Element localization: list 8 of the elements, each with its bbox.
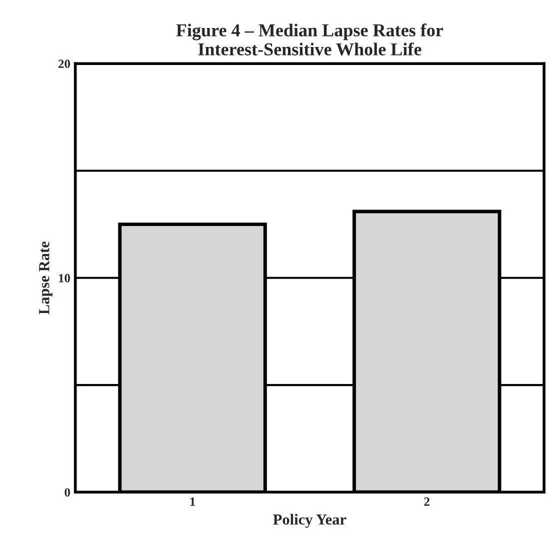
y-axis-title: Lapse Rate [39,242,52,314]
x-axis-title: Policy Year [273,514,346,528]
y-tick-label: 10 [58,274,70,282]
x-tick-label: 1 [190,497,195,506]
x-tick-label: 2 [424,497,430,506]
chart-title: Figure 4 – Median Lapse Rates for Interest-Sensitive Whole Life [176,24,444,56]
y-tick-label: 20 [58,60,70,68]
y-tick-label: 0 [64,488,70,497]
